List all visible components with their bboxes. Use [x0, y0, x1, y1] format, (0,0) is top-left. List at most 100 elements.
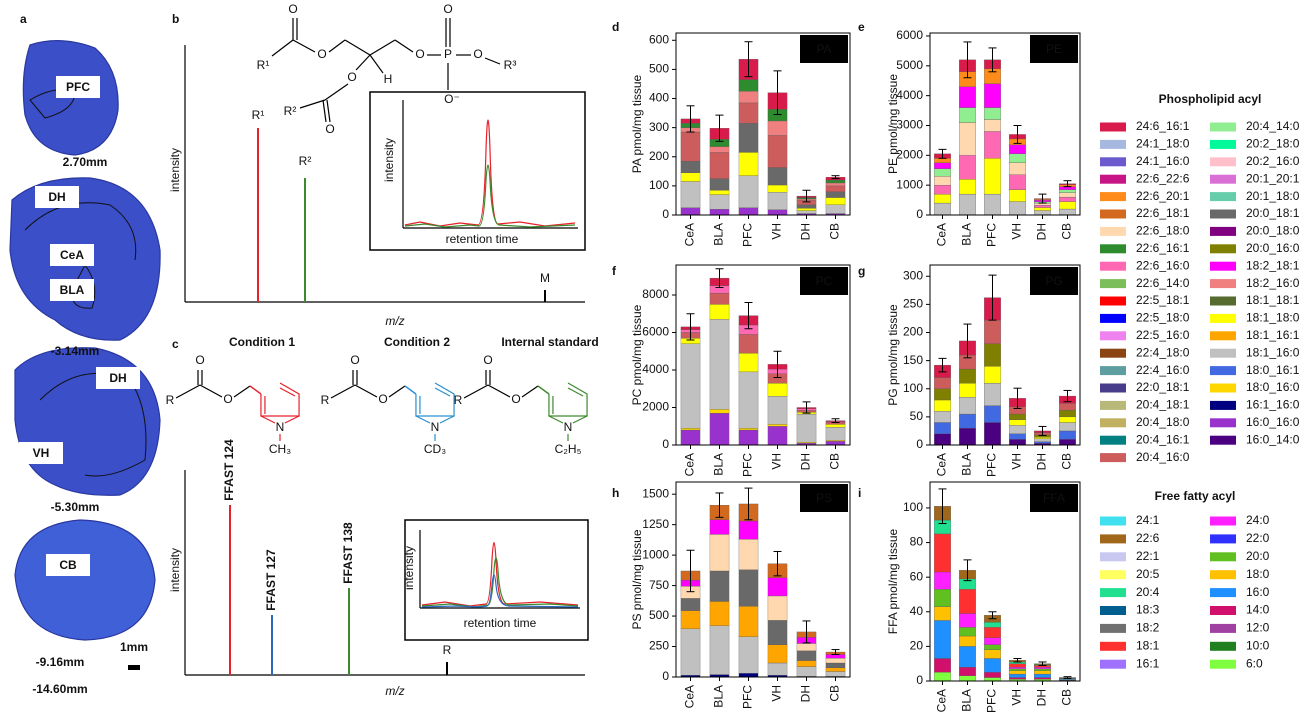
panel-label: e [858, 20, 865, 34]
bar-segment [796, 208, 817, 211]
ring [415, 382, 455, 417]
region-label: VH [33, 446, 50, 460]
bond [233, 385, 251, 398]
y-tick-label: 150 [903, 353, 923, 367]
y-tick-label: 400 [649, 91, 669, 105]
bar-segment [738, 79, 759, 92]
axis-label: PE pmol/mg tissue [886, 74, 900, 174]
legend-label: 22:6_20:1 [1136, 189, 1190, 203]
legend-swatch [1210, 279, 1236, 289]
bar-segment [738, 175, 759, 208]
x-tick-label: CB [828, 685, 842, 702]
legend-label: 18:1 [1136, 638, 1160, 652]
legend-label: 20:0_16:0 [1246, 241, 1300, 255]
region-label: CeA [60, 248, 84, 262]
atom-label: O [347, 70, 356, 84]
bar-segment [1009, 433, 1026, 440]
atom-label: R² [284, 104, 297, 118]
chromatogram [421, 556, 579, 608]
legend-label: 22:5_16:0 [1136, 328, 1190, 342]
condition-label: Condition 1 [229, 335, 295, 349]
bar-segment [1034, 438, 1051, 442]
bar-segment [738, 427, 759, 431]
legend-swatch [1210, 192, 1236, 202]
chart-title: PG [1045, 274, 1062, 288]
bar-segment [680, 628, 701, 676]
legend-swatch [1210, 534, 1236, 544]
bar-segment [1034, 670, 1051, 675]
title-box [1030, 267, 1078, 295]
chromatogram [421, 541, 579, 607]
plot-frame [929, 264, 1081, 446]
bar-segment [934, 433, 951, 446]
legend-swatch [1100, 157, 1126, 167]
x-tick-label: CB [828, 223, 842, 240]
bar-segment [1034, 673, 1051, 678]
condition-label: Internal standard [501, 335, 598, 349]
y-tick-label: 80 [910, 535, 924, 549]
legend-swatch [1210, 659, 1236, 669]
bar-segment [934, 606, 951, 621]
atom-label: R¹ [257, 58, 270, 72]
bar-segment [738, 520, 759, 540]
bar-segment [934, 168, 951, 177]
bar-segment [825, 182, 846, 187]
legend-label: 16:1 [1136, 656, 1160, 670]
atom-label: O [288, 2, 297, 16]
y-tick-label: 100 [903, 500, 923, 514]
legend-label: 24:1_18:0 [1136, 137, 1190, 151]
bar-segment [825, 197, 846, 205]
bar-segment [934, 176, 951, 186]
region-label: PFC [66, 80, 90, 94]
legend-label: 20:4_16:0 [1136, 450, 1190, 464]
bar-segment [738, 606, 759, 637]
bar-segment [1059, 208, 1076, 216]
bond [537, 385, 550, 395]
title-box [1030, 484, 1078, 512]
legend-swatch [1100, 192, 1126, 202]
legend-swatch [1100, 570, 1126, 580]
bar-segment [767, 424, 788, 427]
y-tick-label: 250 [903, 297, 923, 311]
legend-label: 20:4_16:1 [1136, 432, 1190, 446]
y-tick-label: 0 [662, 207, 669, 221]
axis-label: intensity [382, 138, 396, 182]
bar-segment [738, 429, 759, 446]
atom-label: R [166, 393, 175, 407]
bar-segment [959, 382, 976, 398]
bar-segment [767, 577, 788, 597]
region-outline [24, 202, 137, 261]
bar-segment [796, 413, 817, 443]
legend-swatch [1100, 226, 1126, 236]
legend-swatch [1210, 244, 1236, 254]
bond [330, 384, 356, 399]
legend-label: 18:2_18:1 [1246, 258, 1300, 272]
legend-swatch [1210, 209, 1236, 219]
y-tick-label: 250 [649, 639, 669, 653]
region-box [50, 279, 94, 301]
y-tick-label: 4000 [896, 88, 923, 102]
legend-label: 10:0 [1246, 638, 1270, 652]
y-tick-label: 100 [903, 381, 923, 395]
y-tick-label: 300 [903, 268, 923, 282]
bar-segment [680, 610, 701, 630]
bar-segment [709, 319, 730, 410]
x-tick-label: PFC [741, 453, 755, 477]
bar-segment [738, 352, 759, 373]
legend-swatch [1210, 570, 1236, 580]
bar-segment [767, 620, 788, 645]
legend-swatch [1100, 453, 1126, 463]
legend-label: 24:1 [1136, 513, 1160, 527]
legend-swatch [1100, 261, 1126, 271]
bar-segment [738, 371, 759, 429]
legend-swatch [1210, 400, 1236, 410]
bar-segment [738, 636, 759, 674]
chromatogram [421, 574, 579, 608]
atom-label: O [443, 2, 452, 16]
bar-segment [767, 120, 788, 136]
bond [249, 385, 262, 395]
x-tick-label: CeA [935, 689, 949, 712]
x-tick-label: VH [1010, 453, 1024, 470]
bar-segment [959, 413, 976, 429]
bar-segment [709, 534, 730, 572]
